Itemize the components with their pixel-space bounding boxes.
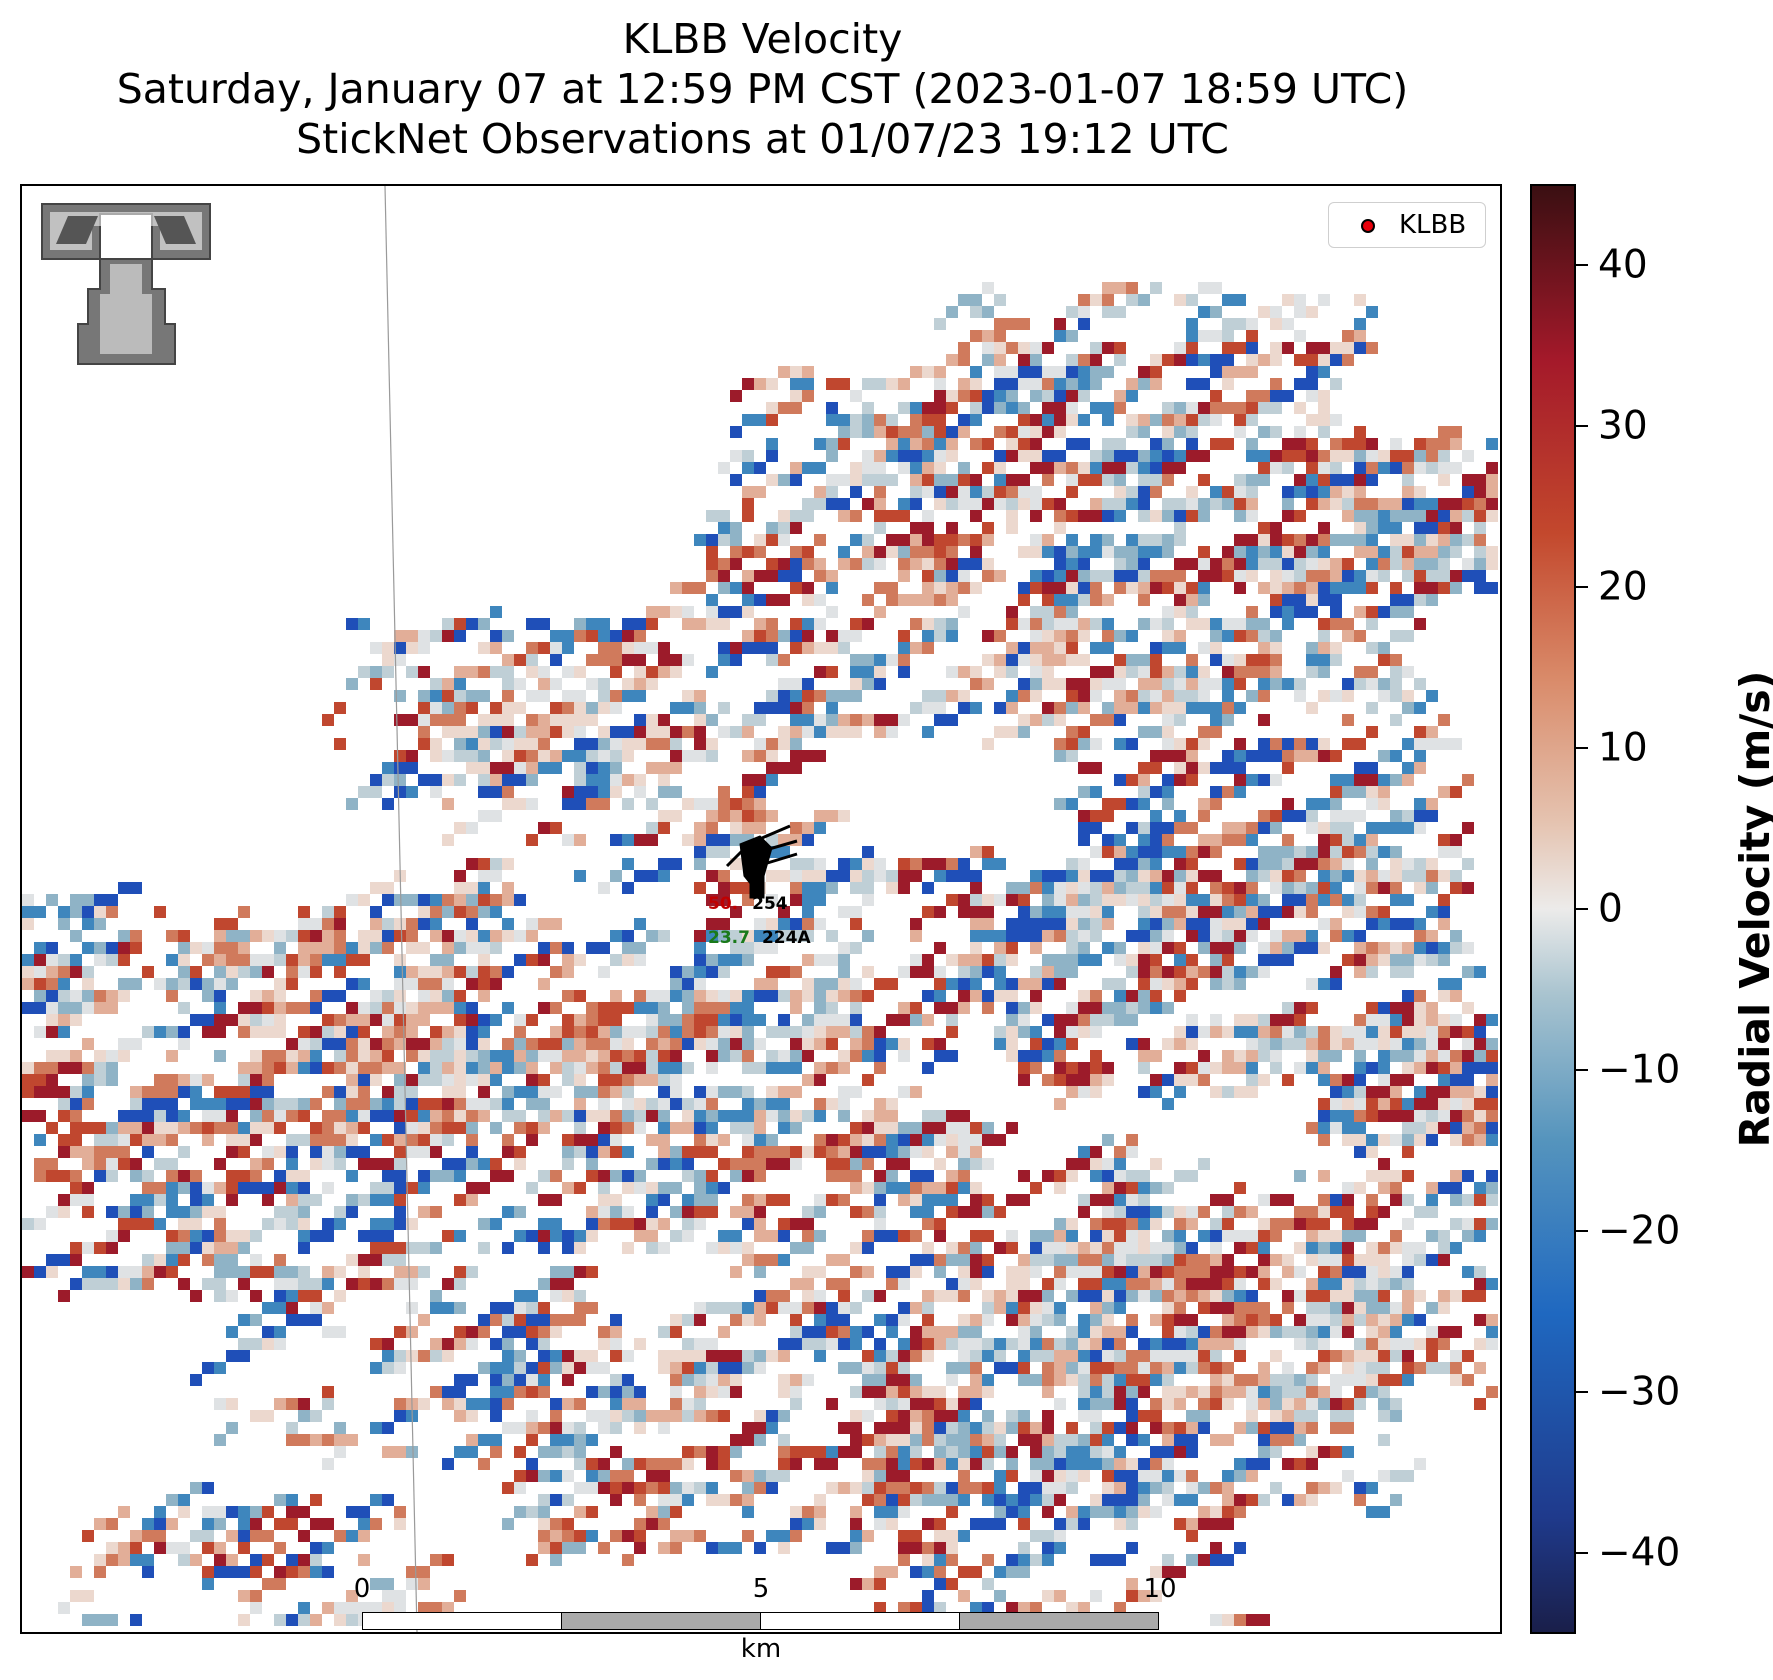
texas-tech-logo-icon	[41, 203, 211, 365]
colorbar-tick	[1576, 908, 1588, 910]
colorbar-tick-label: −30	[1598, 1369, 1681, 1415]
station-value: 23.7 224A	[708, 928, 811, 948]
county-boundary-line	[384, 186, 418, 1632]
scale-bar: 0 5 10 km	[354, 1574, 1177, 1664]
colorbar-tick-label: 20	[1598, 564, 1648, 610]
colorbar-tick-label: 40	[1598, 242, 1648, 288]
map-legend: KLBB	[1328, 202, 1486, 248]
title-line-3: StickNet Observations at 01/07/23 19:12 …	[296, 115, 1229, 163]
colorbar-tick	[1576, 1069, 1588, 1072]
scale-bar-segment	[362, 1612, 562, 1630]
scale-label-10: 10	[1143, 1574, 1177, 1604]
colorbar-tick	[1576, 1552, 1588, 1555]
klbb-marker-icon	[1361, 219, 1375, 233]
scale-label-0: 0	[353, 1574, 371, 1604]
colorbar-tick	[1576, 746, 1588, 749]
station-224a-id: 224A	[761, 928, 811, 948]
station-224a-value: 23.7	[708, 928, 750, 948]
scale-unit: km	[740, 1634, 782, 1664]
colorbar-tick-label: −10	[1598, 1047, 1681, 1093]
title-line-1: KLBB Velocity	[622, 15, 903, 63]
title-line-2: Saturday, January 07 at 12:59 PM CST (20…	[116, 65, 1409, 113]
radar-velocity-field	[22, 186, 1498, 1632]
colorbar-tick-label: −40	[1598, 1530, 1681, 1576]
station-value: 50. 254	[708, 894, 788, 914]
radar-map[interactable]: KLBB 50. 254 23.7 224A	[20, 184, 1502, 1634]
colorbar-tick-label: −20	[1598, 1208, 1681, 1254]
colorbar-tick	[1576, 263, 1588, 266]
colorbar-tick	[1576, 1391, 1588, 1394]
colorbar-tick-label: 0	[1598, 886, 1623, 932]
scale-bar-segment	[561, 1612, 761, 1630]
legend-label: KLBB	[1399, 210, 1467, 240]
colorbar	[1530, 184, 1576, 1634]
title-block: KLBB Velocity Saturday, January 07 at 12…	[0, 14, 1525, 164]
sticknet-station-marker	[725, 824, 798, 899]
colorbar-title: Radial Velocity (m/s)	[1731, 670, 1773, 1148]
scale-bar-segment	[760, 1612, 960, 1630]
colorbar-tick-label: 30	[1598, 403, 1648, 449]
scale-label-5: 5	[752, 1574, 770, 1604]
colorbar-tick	[1576, 1230, 1588, 1233]
station-254-value: 50.	[708, 894, 739, 914]
colorbar-tick-label: 10	[1598, 725, 1648, 771]
scale-bar-segment	[959, 1612, 1159, 1630]
colorbar-tick	[1576, 424, 1588, 427]
station-254-id: 254	[752, 894, 788, 914]
colorbar-tick	[1576, 585, 1588, 588]
